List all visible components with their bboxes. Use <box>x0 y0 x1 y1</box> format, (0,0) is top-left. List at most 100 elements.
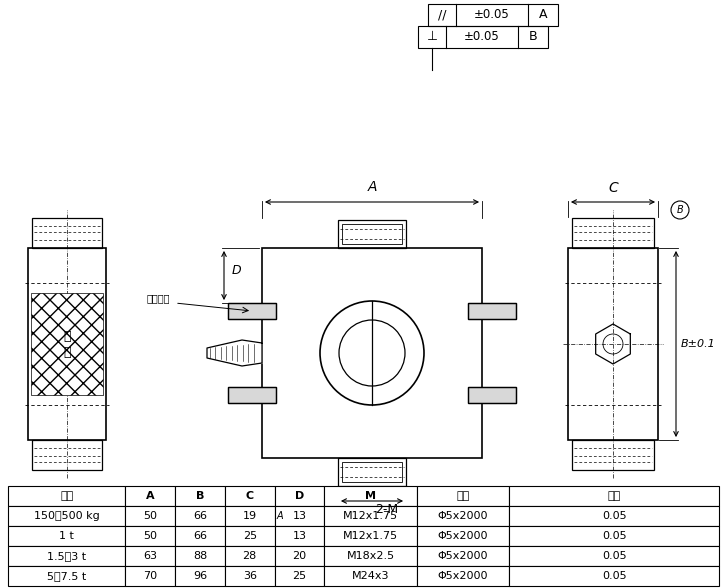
Bar <box>175 546 225 566</box>
Bar <box>125 526 175 546</box>
Text: B: B <box>196 491 204 501</box>
Text: C: C <box>246 491 254 501</box>
Bar <box>175 526 225 546</box>
Bar <box>509 546 719 566</box>
Bar <box>509 486 719 506</box>
Bar <box>32 218 102 248</box>
Text: B: B <box>677 205 683 215</box>
Bar <box>324 506 417 526</box>
Bar <box>225 566 275 586</box>
Text: B: B <box>529 31 537 44</box>
Text: 28: 28 <box>243 551 257 561</box>
Text: 50: 50 <box>143 531 157 541</box>
Bar <box>28 248 106 440</box>
Bar <box>175 486 225 506</box>
Bar <box>468 303 516 319</box>
Bar <box>228 303 276 319</box>
Text: 36: 36 <box>243 571 257 581</box>
Bar <box>342 462 402 482</box>
Text: A: A <box>277 511 284 521</box>
Bar <box>418 26 548 48</box>
Bar <box>125 546 175 566</box>
Bar <box>417 526 509 546</box>
Text: ±0.05: ±0.05 <box>474 8 510 22</box>
Text: 牌: 牌 <box>63 346 71 359</box>
Text: //: // <box>438 8 446 22</box>
Bar <box>509 526 719 546</box>
Text: Φ5x2000: Φ5x2000 <box>438 551 489 561</box>
Text: A: A <box>367 180 377 194</box>
Bar <box>468 303 516 319</box>
Text: A: A <box>539 8 547 22</box>
Text: M24x3: M24x3 <box>352 571 390 581</box>
Bar <box>175 506 225 526</box>
Bar <box>417 486 509 506</box>
Bar <box>324 526 417 546</box>
Text: 0.05: 0.05 <box>602 531 627 541</box>
Text: 0.05: 0.05 <box>602 571 627 581</box>
Bar <box>8 546 125 566</box>
Text: 70: 70 <box>143 571 157 581</box>
Bar <box>8 526 125 546</box>
Bar <box>225 486 275 506</box>
Text: 铭: 铭 <box>63 329 71 342</box>
Bar <box>225 526 275 546</box>
Text: 25: 25 <box>292 571 307 581</box>
Bar <box>275 526 324 546</box>
Bar <box>275 566 324 586</box>
Bar <box>342 224 402 244</box>
Text: 20: 20 <box>292 551 307 561</box>
Bar <box>225 546 275 566</box>
Text: 66: 66 <box>193 531 207 541</box>
Text: 量程: 量程 <box>60 491 73 501</box>
Bar <box>275 486 324 506</box>
Bar <box>32 440 102 470</box>
Bar <box>324 546 417 566</box>
Bar <box>338 220 406 248</box>
Text: 0.05: 0.05 <box>602 551 627 561</box>
Bar <box>225 506 275 526</box>
Bar <box>8 486 125 506</box>
Bar <box>125 566 175 586</box>
Polygon shape <box>207 340 262 366</box>
Bar <box>125 506 175 526</box>
Bar <box>324 486 417 506</box>
Bar <box>417 566 509 586</box>
Bar <box>568 248 658 440</box>
Text: M: M <box>365 491 376 501</box>
Bar <box>228 303 276 319</box>
Text: 88: 88 <box>193 551 207 561</box>
Bar <box>428 4 558 26</box>
Text: 63: 63 <box>143 551 157 561</box>
Text: 线长: 线长 <box>457 491 470 501</box>
Text: 0.05: 0.05 <box>602 511 627 521</box>
Text: 50: 50 <box>143 511 157 521</box>
Text: D: D <box>232 264 241 277</box>
Text: D: D <box>295 491 304 501</box>
Bar <box>572 440 654 470</box>
Text: ⊥: ⊥ <box>427 31 438 44</box>
Bar <box>175 566 225 586</box>
Text: ±0.05: ±0.05 <box>464 31 500 44</box>
Text: 1.5～3 t: 1.5～3 t <box>47 551 87 561</box>
Bar <box>125 486 175 506</box>
Text: M12x1.75: M12x1.75 <box>343 511 398 521</box>
Text: 150～500 kg: 150～500 kg <box>33 511 100 521</box>
Bar <box>324 566 417 586</box>
Text: M12x1.75: M12x1.75 <box>343 531 398 541</box>
Text: 精度: 精度 <box>608 491 621 501</box>
Text: Φ5x2000: Φ5x2000 <box>438 531 489 541</box>
Text: 25: 25 <box>243 531 257 541</box>
Text: 19: 19 <box>243 511 257 521</box>
Bar <box>275 506 324 526</box>
Bar <box>338 458 406 486</box>
Bar <box>262 248 482 458</box>
Text: 96: 96 <box>193 571 207 581</box>
Bar <box>8 506 125 526</box>
Bar <box>8 566 125 586</box>
Bar <box>468 387 516 403</box>
Bar <box>468 387 516 403</box>
Text: 开槽居中: 开槽居中 <box>147 293 171 303</box>
Bar <box>572 218 654 248</box>
Text: 5～7.5 t: 5～7.5 t <box>47 571 87 581</box>
